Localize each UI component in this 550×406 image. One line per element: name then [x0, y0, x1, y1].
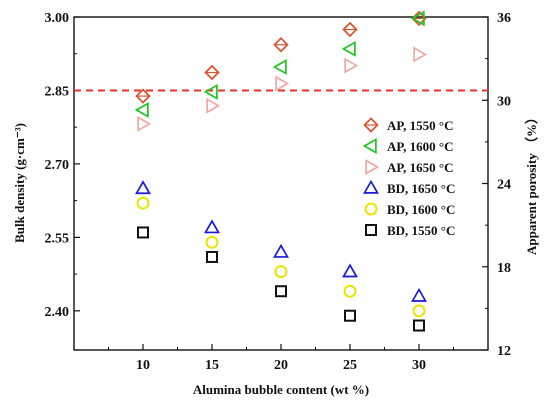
- series-5: [137, 226, 425, 332]
- x-tick-label: 30: [412, 358, 426, 373]
- legend: AP, 1550 °C AP, 1600 °C AP, 1650 °C BD, 165…: [362, 117, 455, 238]
- data-point: [413, 319, 425, 332]
- y-right-tick-label: 24: [497, 178, 511, 193]
- y-right-tick-label: 30: [497, 94, 511, 109]
- legend-marker: [365, 224, 377, 236]
- data-point: [203, 83, 218, 100]
- data-point: [272, 58, 287, 75]
- legend-label: BD, 1650 °C: [387, 181, 455, 196]
- legend-label: BD, 1600 °C: [387, 202, 455, 217]
- series-3: [135, 180, 427, 302]
- data-point: [134, 101, 149, 118]
- data-point: [275, 285, 287, 298]
- y-axis-left-title: Bulk density (g·cm⁻³): [12, 123, 27, 243]
- diamond-outline: [135, 88, 151, 104]
- data-point: [206, 250, 218, 263]
- ticks: 10 15 20 25 30 2.40 2.55 2.70 2.85 3.00 12 18 24 30 36: [45, 11, 512, 373]
- data-point: [275, 75, 290, 92]
- legend-marker: [363, 117, 379, 133]
- legend-marker: [363, 179, 379, 194]
- y-axis-right-title: Apparent porosity （%）: [524, 111, 539, 255]
- y-right-tick-label: 36: [497, 11, 511, 26]
- legend-marker: [364, 202, 378, 216]
- data-points: [134, 10, 428, 332]
- series-0: [135, 10, 427, 104]
- y-left-tick-label: 2.70: [45, 158, 70, 173]
- x-tick-label: 15: [205, 358, 219, 373]
- data-point: [204, 64, 220, 81]
- data-point: [136, 196, 150, 210]
- y-left-tick-label: 3.00: [45, 11, 70, 26]
- x-tick-label: 10: [136, 358, 150, 373]
- x-tick-label: 20: [274, 358, 288, 373]
- data-point: [273, 37, 289, 53]
- data-point: [344, 57, 359, 74]
- y-left-tick-label: 2.85: [45, 84, 70, 99]
- data-point: [344, 309, 356, 322]
- y-left-tick-label: 2.40: [45, 305, 70, 320]
- data-point: [343, 284, 357, 298]
- data-point: [135, 180, 151, 195]
- diamond-outline: [342, 21, 358, 38]
- data-point: [273, 243, 289, 258]
- data-point: [206, 97, 221, 114]
- data-point: [342, 21, 358, 38]
- x-tick-label: 25: [343, 358, 357, 373]
- y-right-tick-label: 18: [497, 261, 511, 276]
- data-point: [135, 88, 151, 104]
- y-right-tick-label: 12: [497, 344, 511, 359]
- legend-label: AP, 1550 °C: [387, 118, 453, 133]
- series-4: [136, 196, 426, 318]
- data-point: [411, 287, 427, 302]
- data-point: [412, 304, 426, 318]
- diamond-outline: [273, 37, 289, 53]
- y-left-tick-label: 2.55: [45, 231, 70, 246]
- data-point: [204, 219, 220, 234]
- legend-marker: [362, 138, 377, 154]
- data-point: [137, 115, 152, 132]
- legend-label: AP, 1600 °C: [387, 139, 453, 154]
- series-1: [134, 10, 425, 118]
- data-point: [410, 10, 425, 27]
- diamond-outline: [204, 64, 220, 81]
- data-point: [274, 265, 288, 279]
- data-point: [413, 46, 428, 63]
- legend-marker: [365, 159, 380, 175]
- legend-label: BD, 1550 °C: [387, 223, 455, 238]
- data-point: [342, 263, 358, 278]
- data-point: [205, 235, 219, 249]
- data-point: [341, 40, 356, 57]
- x-axis-title: Alumina bubble content (wt %): [193, 382, 369, 397]
- legend-label: AP, 1650 °C: [387, 160, 453, 175]
- series-2: [137, 46, 428, 132]
- diamond-outline: [363, 117, 379, 133]
- data-point: [137, 226, 149, 239]
